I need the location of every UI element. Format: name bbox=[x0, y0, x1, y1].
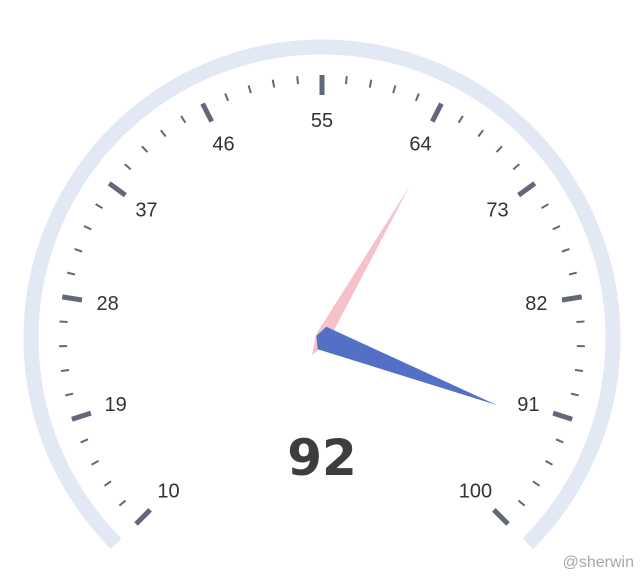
minor-tick bbox=[180, 115, 187, 124]
gauge-ticks bbox=[59, 75, 585, 526]
major-tick bbox=[561, 294, 583, 303]
tick-label: 64 bbox=[409, 134, 431, 156]
minor-tick bbox=[544, 459, 553, 466]
minor-tick bbox=[247, 85, 252, 94]
minor-tick bbox=[67, 271, 76, 276]
minor-tick bbox=[80, 438, 89, 444]
secondary-pointer bbox=[312, 186, 410, 356]
minor-tick bbox=[457, 115, 464, 124]
tick-label: 28 bbox=[97, 293, 119, 315]
major-tick bbox=[552, 410, 573, 422]
minor-tick bbox=[532, 480, 541, 487]
minor-tick bbox=[368, 79, 373, 88]
minor-tick bbox=[392, 85, 397, 94]
major-tick bbox=[71, 410, 92, 422]
minor-tick bbox=[517, 499, 526, 507]
minor-tick bbox=[271, 79, 276, 88]
major-tick bbox=[61, 294, 83, 303]
minor-tick bbox=[570, 392, 579, 397]
minor-tick bbox=[568, 271, 577, 276]
major-tick bbox=[430, 102, 444, 123]
minor-tick bbox=[65, 392, 74, 397]
minor-tick bbox=[477, 129, 484, 138]
minor-tick bbox=[124, 163, 132, 171]
tick-label: 10 bbox=[157, 480, 179, 502]
minor-tick bbox=[345, 76, 348, 85]
minor-tick bbox=[512, 163, 520, 171]
minor-tick bbox=[574, 368, 584, 372]
tick-label: 19 bbox=[104, 394, 126, 416]
gauge-pointers bbox=[312, 186, 497, 406]
major-tick bbox=[134, 508, 152, 526]
minor-tick bbox=[141, 145, 149, 153]
tick-label: 37 bbox=[135, 199, 157, 221]
minor-tick bbox=[103, 480, 112, 487]
minor-tick bbox=[576, 320, 585, 323]
minor-tick bbox=[83, 225, 92, 231]
major-tick bbox=[200, 102, 214, 123]
minor-tick bbox=[540, 203, 549, 210]
tick-label: 100 bbox=[459, 480, 492, 502]
major-tick bbox=[107, 181, 127, 198]
major-tick bbox=[517, 181, 537, 198]
minor-tick bbox=[118, 499, 127, 507]
minor-tick bbox=[495, 145, 503, 153]
minor-tick bbox=[552, 225, 561, 231]
tick-label: 55 bbox=[311, 110, 333, 132]
minor-tick bbox=[91, 459, 100, 466]
tick-label: 73 bbox=[486, 199, 508, 221]
major-tick bbox=[492, 508, 510, 526]
minor-tick bbox=[59, 320, 68, 323]
minor-tick bbox=[60, 368, 70, 372]
tick-label: 46 bbox=[212, 134, 234, 156]
minor-tick bbox=[561, 247, 570, 253]
tick-label: 91 bbox=[517, 394, 539, 416]
gauge-track-arc bbox=[23, 39, 621, 550]
minor-tick bbox=[296, 76, 299, 85]
gauge-value-text: 92 bbox=[287, 429, 357, 487]
gauge-tick-labels: 10 19 28 37 46 55 64 73 82 91 100 bbox=[97, 110, 548, 502]
minor-tick bbox=[74, 247, 83, 253]
minor-tick bbox=[160, 129, 167, 138]
minor-tick bbox=[414, 93, 420, 102]
minor-tick bbox=[555, 438, 564, 444]
minor-tick bbox=[95, 203, 104, 210]
value-pointer bbox=[316, 326, 497, 406]
watermark: @sherwin bbox=[562, 554, 634, 571]
minor-tick bbox=[224, 93, 230, 102]
tick-label: 82 bbox=[525, 293, 547, 315]
